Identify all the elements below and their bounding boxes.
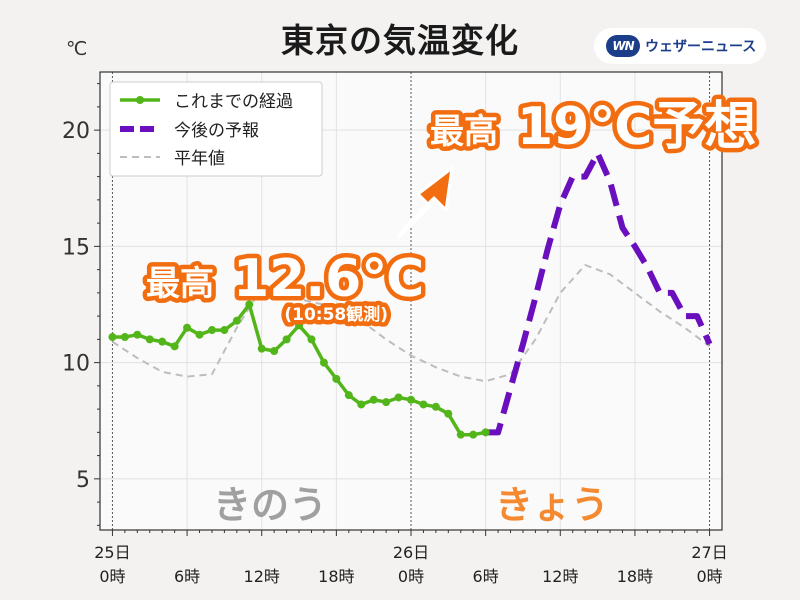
x-tick-label: 0時 [99,567,125,586]
legend-box [109,81,323,177]
series-normal-line [111,263,711,383]
observed-point [295,321,304,330]
y-tick-label: 20 [62,119,90,144]
x-tick-label: 12時 [542,567,578,586]
x-tick-label: 0時 [696,567,722,586]
observed-point [456,430,465,439]
x-tick-label: 26日 [393,543,429,562]
observed-point [369,395,378,404]
observed-point [220,326,229,335]
observed-point [332,374,341,383]
observed-point [158,337,167,346]
past-max-note: (10:58観測) [284,304,388,325]
x-tick-label: 12時 [244,567,280,586]
series-forecast-line [485,150,713,436]
observed-point [245,300,254,309]
observed-point [282,335,291,344]
observed-point [232,316,241,325]
forecast-max-value: 19℃予想 [517,97,756,157]
plot-frame [99,71,723,531]
x-tick-label: 6時 [174,567,200,586]
x-tick-label: 27日 [691,543,727,562]
observed-point [382,398,391,407]
forecast-max-label: 最高 [430,112,498,152]
past-max-value-outline: 12.6℃ [233,249,424,309]
observed-point [257,344,266,353]
observed-point [344,391,353,400]
observed-point [108,333,117,342]
observed-point [120,333,129,342]
legend-label-observed: これまでの経過 [174,92,293,112]
observed-point [195,330,204,339]
forecast-max-value-outline: 19℃予想 [517,97,756,157]
observed-point [444,409,453,418]
observed-point [270,346,279,355]
observed-point [357,400,366,409]
chart-title: 東京の気温変化 [281,21,519,60]
past-max-label: 最高 [146,264,214,304]
brand-badge: WN ウェザーニュース [594,28,766,64]
x-tick-label: 0時 [398,567,424,586]
observed-point [170,342,179,351]
observed-point [394,393,403,402]
x-tick-label: 18時 [617,567,653,586]
y-tick-label: 15 [62,235,90,260]
observed-point [145,335,154,344]
past-max-label-outline: 最高 [146,264,214,304]
brand-name: ウェザーニュース [645,39,757,55]
past-max-note-outline: (10:58観測) [284,304,388,325]
observed-point [319,358,328,367]
observed-point [431,402,440,411]
observed-point [307,335,316,344]
legend-marker-observed [136,96,144,104]
x-tick-label: 18時 [318,567,354,586]
x-tick-label: 6時 [473,567,499,586]
observed-point [469,430,478,439]
observed-point [183,323,192,332]
x-tick-label: 25日 [94,543,130,562]
legend-label-normal: 平年値 [174,149,225,169]
y-tick-label: 10 [62,352,90,377]
observed-point [419,400,428,409]
forecast-max-label-outline: 最高 [430,112,498,152]
brand-logo: WN [606,35,640,57]
observed-point [133,330,142,339]
observed-point [407,395,415,404]
legend-label-forecast: 今後の予報 [174,121,259,141]
past-max-value: 12.6℃ [233,249,424,309]
y-axis-unit: ℃ [66,38,88,60]
y-tick-label: 5 [76,468,90,493]
observed-point [481,428,490,437]
observed-point [207,326,216,335]
label-today: きょう [495,483,609,527]
trend-arrow [396,166,454,240]
label-yesterday: きのう [213,483,327,527]
